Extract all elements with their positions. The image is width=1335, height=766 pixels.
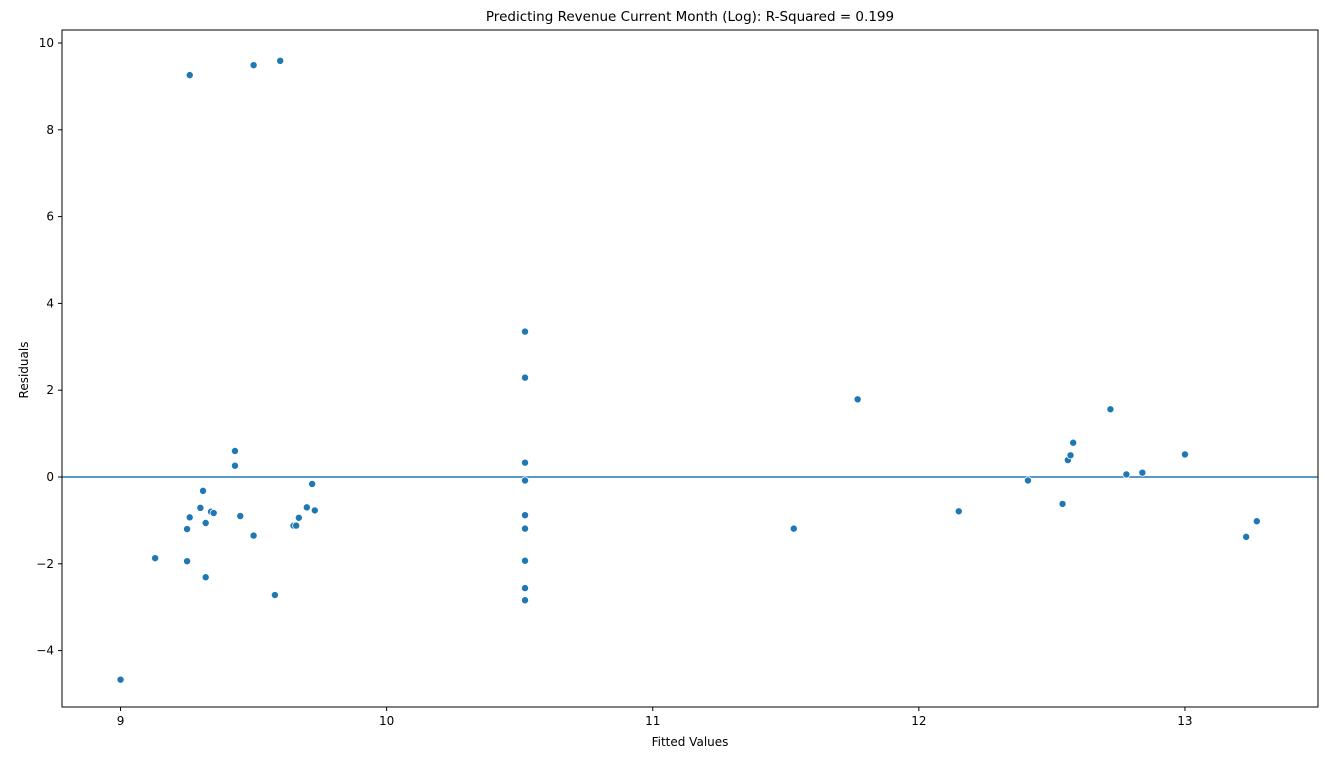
scatter-point (230, 446, 239, 455)
y-tick-label: 4 (46, 296, 54, 310)
scatter-point (151, 554, 160, 563)
scatter-point (310, 506, 319, 515)
scatter-point (185, 513, 194, 522)
scatter-point (270, 591, 279, 600)
scatter-point (292, 521, 301, 530)
y-tick-label: 10 (39, 36, 54, 50)
y-tick-label: 6 (46, 210, 54, 224)
y-tick-label: 8 (46, 123, 54, 137)
scatter-point (1242, 532, 1251, 541)
x-tick-label: 9 (117, 714, 125, 728)
scatter-point (183, 557, 192, 566)
axes-frame (61, 29, 1319, 708)
x-tick-label: 10 (379, 714, 394, 728)
scatter-point (230, 461, 239, 470)
x-tick-label: 11 (645, 714, 660, 728)
scatter-point (521, 596, 530, 605)
scatter-point (1122, 470, 1131, 479)
y-axis-ticks: −4 −2 0 2 4 6 8 10 (36, 36, 62, 658)
scatter-point (308, 479, 317, 488)
scatter-point (521, 476, 530, 485)
scatter-point (185, 71, 194, 80)
scatter-point (249, 61, 258, 70)
y-tick-label: 0 (46, 470, 54, 484)
x-axis-ticks: 9 10 11 12 13 (117, 707, 1193, 728)
scatter-point (276, 56, 285, 65)
x-tick-label: 12 (911, 714, 926, 728)
scatter-point (201, 518, 210, 527)
chart-title: Predicting Revenue Current Month (Log): … (486, 9, 894, 25)
scatter-point (521, 524, 530, 533)
x-axis-label: Fitted Values (652, 735, 729, 749)
scatter-point (521, 327, 530, 336)
scatter-point (954, 507, 963, 516)
scatter-point (196, 503, 205, 512)
scatter-point (853, 395, 862, 404)
scatter-point (521, 373, 530, 382)
scatter-point (521, 556, 530, 565)
scatter-point (116, 675, 125, 684)
y-tick-label: −4 (36, 644, 54, 658)
scatter-point (1023, 476, 1032, 485)
scatter-point (521, 458, 530, 467)
y-tick-label: 2 (46, 383, 54, 397)
scatter-point (209, 509, 218, 518)
plot-area (62, 56, 1318, 684)
scatter-point (236, 512, 245, 521)
scatter-point (249, 531, 258, 540)
scatter-point (183, 525, 192, 534)
scatter-point (199, 486, 208, 495)
scatter-point (1058, 499, 1067, 508)
scatter-point (1106, 405, 1115, 414)
y-axis-label: Residuals (17, 342, 31, 399)
scatter-point (1252, 517, 1261, 526)
scatter-point (201, 573, 210, 582)
scatter-point (521, 584, 530, 593)
scatter-point (294, 513, 303, 522)
y-tick-label: −2 (36, 557, 54, 571)
scatter-point (1069, 438, 1078, 447)
scatter-point (789, 524, 798, 533)
scatter-point (1180, 450, 1189, 459)
scatter-point (302, 503, 311, 512)
scatter-point (1138, 468, 1147, 477)
x-tick-label: 13 (1177, 714, 1192, 728)
scatter-point (1066, 451, 1075, 460)
scatter-point (521, 511, 530, 520)
